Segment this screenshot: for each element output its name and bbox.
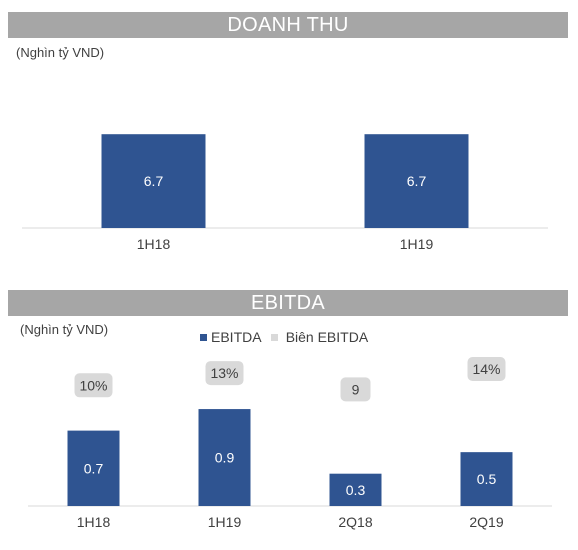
margin-data-label: 13% bbox=[210, 365, 238, 381]
legend-item-ebitda: EBITDA bbox=[200, 329, 265, 345]
revenue-tick-label: 1H18 bbox=[137, 236, 171, 252]
ebitda-chart: 0.7 1H18 10% 0.9 1H19 13% 0.3 2Q18 9 0.5 2Q19 14% bbox=[28, 357, 552, 530]
legend-swatch-ebitda bbox=[200, 334, 207, 341]
ebitda-bar bbox=[67, 430, 120, 506]
margin-data-label: 10% bbox=[79, 377, 107, 393]
ebitda-bar bbox=[460, 452, 513, 506]
ebitda-data-label: 0.5 bbox=[477, 471, 497, 487]
ebitda-data-label: 0.7 bbox=[84, 460, 104, 476]
ebitda-data-label: 0.3 bbox=[346, 482, 366, 498]
ebitda-unit-label: (Nghìn tỷ VND) bbox=[20, 322, 109, 337]
revenue-unit-label: (Nghìn tỷ VND) bbox=[16, 45, 105, 60]
ebitda-tick-label: 2Q18 bbox=[338, 514, 372, 530]
revenue-bar bbox=[364, 134, 469, 228]
ebitda-tick-label: 1H18 bbox=[77, 514, 111, 530]
ebitda-legend: EBITDA Biên EBITDA bbox=[200, 329, 368, 345]
legend-item-margin: Biên EBITDA bbox=[270, 329, 369, 345]
ebitda-bar bbox=[329, 473, 382, 506]
revenue-chart: 6.7 1H18 6.7 1H19 bbox=[22, 134, 548, 252]
margin-data-label: 14% bbox=[472, 361, 500, 377]
margin-bubble bbox=[340, 377, 371, 402]
margin-bubble bbox=[205, 361, 244, 386]
margin-bubble bbox=[74, 373, 113, 398]
ebitda-tick-label: 2Q19 bbox=[469, 514, 503, 530]
revenue-data-label: 6.7 bbox=[407, 173, 427, 189]
margin-data-label: 9 bbox=[352, 381, 360, 397]
legend-swatch-margin bbox=[270, 334, 278, 341]
revenue-title-banner: DOANH THU bbox=[8, 12, 568, 38]
legend-label-ebitda: EBITDA bbox=[211, 329, 261, 345]
ebitda-data-label: 0.9 bbox=[215, 450, 235, 466]
margin-bubble bbox=[467, 357, 506, 381]
revenue-bar bbox=[101, 134, 206, 228]
ebitda-tick-label: 1H19 bbox=[208, 514, 242, 530]
revenue-data-label: 6.7 bbox=[144, 173, 164, 189]
ebitda-bar bbox=[198, 409, 251, 506]
revenue-tick-label: 1H19 bbox=[400, 236, 434, 252]
ebitda-title-banner: EBITDA bbox=[8, 290, 568, 316]
legend-label-margin: Biên EBITDA bbox=[285, 329, 369, 345]
